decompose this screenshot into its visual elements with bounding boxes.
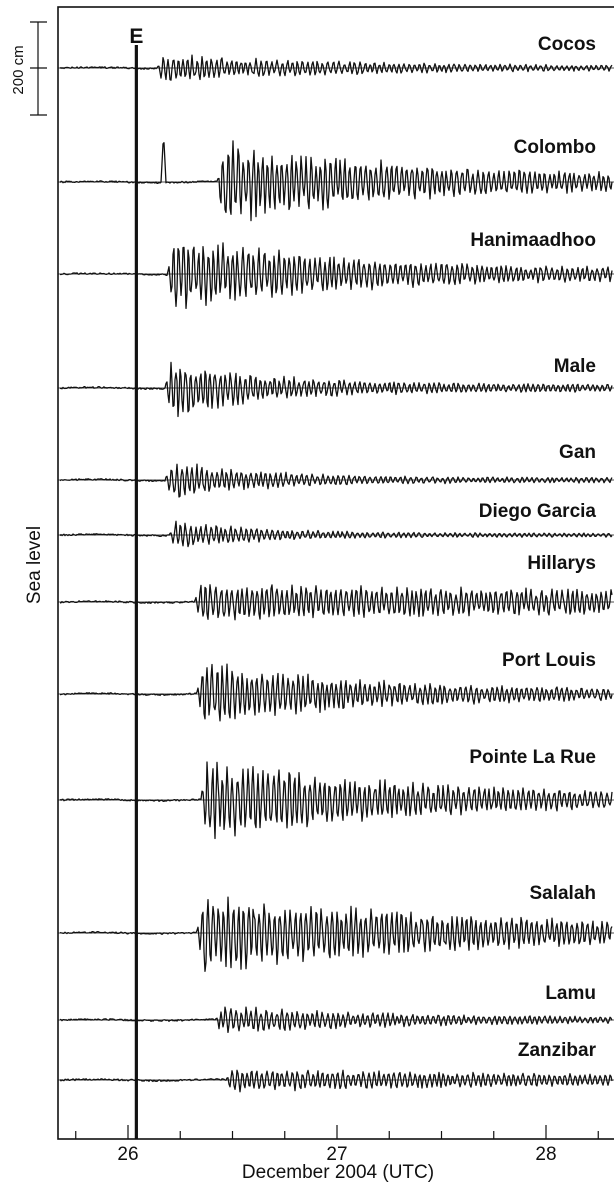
event-marker: E: [129, 25, 143, 1139]
series-label-cocos: Cocos: [538, 34, 596, 55]
trace-cocos: [59, 54, 613, 81]
series-label-pointe-la-rue: Pointe La Rue: [469, 747, 596, 768]
series-label-salalah: Salalah: [529, 883, 596, 904]
series-label-male: Male: [554, 356, 596, 377]
series-label-hillarys: Hillarys: [527, 553, 596, 574]
x-tick-label: 26: [117, 1144, 138, 1165]
series-label-gan: Gan: [559, 442, 596, 463]
station-labels-group: Cocos Colombo Hanimaadhoo Male Gan Diego Garc…: [469, 34, 596, 1061]
trace-diego-garcia: [59, 520, 613, 548]
trace-hillarys: [60, 584, 613, 621]
trace-zanzibar: [59, 1069, 613, 1093]
trace-gan: [59, 463, 613, 498]
trace-salalah: [59, 896, 613, 972]
series-label-colombo: Colombo: [514, 137, 596, 158]
trace-port-louis: [59, 663, 613, 722]
trace-lamu: [59, 1006, 613, 1034]
x-tick-label: 27: [326, 1144, 347, 1165]
trace-hanimaadhoo: [60, 242, 613, 310]
plot-frame: [57, 6, 614, 1140]
trace-colombo: [59, 140, 613, 222]
scale-bar-label: 200 cm: [10, 45, 27, 94]
x-tick-label: 28: [535, 1144, 556, 1165]
series-label-lamu: Lamu: [545, 983, 596, 1004]
series-label-zanzibar: Zanzibar: [518, 1040, 597, 1061]
series-label-port-louis: Port Louis: [502, 650, 596, 671]
series-label-diego-garcia: Diego Garcia: [479, 501, 597, 522]
event-marker-label: E: [129, 25, 143, 48]
trace-pointe-la-rue: [59, 761, 613, 840]
y-axis-title: Sea level: [24, 526, 45, 604]
series-label-hanimaadhoo: Hanimaadhoo: [470, 230, 596, 251]
traces-group: [58, 54, 614, 1093]
scale-bar: 200 cm: [10, 21, 47, 116]
trace-male: [59, 361, 613, 418]
x-axis: 26 27 28: [75, 1125, 599, 1165]
x-axis-title: December 2004 (UTC): [242, 1162, 434, 1183]
